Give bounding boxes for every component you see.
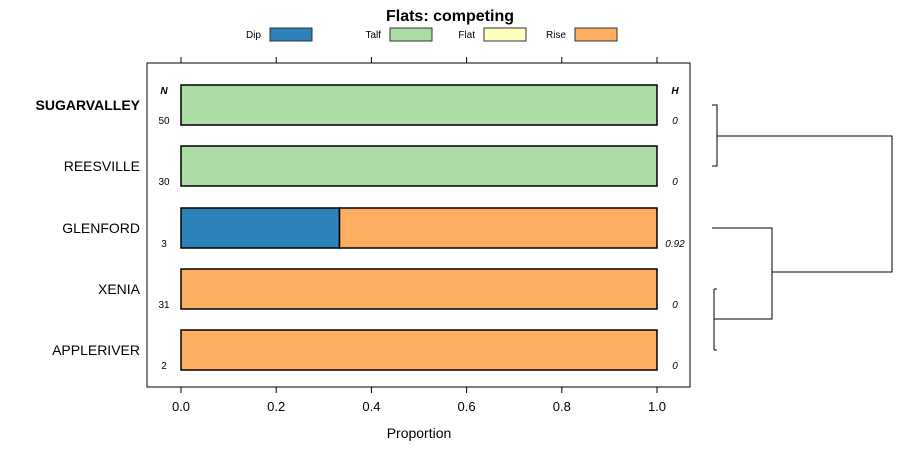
row-label: APPLERIVER: [52, 342, 140, 358]
bar-segment-dip: [180, 207, 341, 249]
row-h: 0.92: [665, 239, 685, 250]
dendrogram-branch: [713, 288, 717, 351]
plot-frame: [146, 62, 691, 388]
x-axis: 0.0 0.2 0.4 0.6 0.8 1.0: [172, 57, 666, 414]
bar-row: XENIA 31 0: [98, 268, 678, 311]
bar-segment-rise: [180, 268, 658, 310]
legend-label: Dip: [246, 30, 261, 41]
bar-segment-talf: [180, 145, 658, 187]
x-axis-label: Proportion: [387, 425, 452, 441]
dendrogram-branch: [712, 104, 718, 167]
x-tick-label: 0.6: [458, 399, 476, 414]
x-tick-label: 0.4: [362, 399, 380, 414]
bar-row: REESVILLE 30 0: [64, 145, 678, 188]
bar-row: GLENFORD 3 0.92: [62, 207, 685, 250]
x-tick-label: 0.2: [267, 399, 285, 414]
bar-row: SUGARVALLEY 50 0: [36, 84, 678, 127]
bar-row: APPLERIVER 2 0: [52, 329, 678, 372]
row-n: 3: [161, 239, 167, 250]
dendrogram: [712, 104, 893, 351]
dendrogram-branch: [712, 227, 773, 320]
row-label: SUGARVALLEY: [36, 97, 141, 113]
legend-swatch: [269, 27, 313, 42]
row-label: XENIA: [98, 281, 141, 297]
row-h: 0: [672, 300, 678, 311]
row-label: REESVILLE: [64, 158, 140, 174]
row-h: 0: [672, 116, 678, 127]
row-n: 31: [158, 300, 170, 311]
row-n: 30: [158, 177, 170, 188]
x-tick-label: 0.8: [553, 399, 571, 414]
row-h: 0: [672, 177, 678, 188]
chart-title: Flats: competing: [386, 8, 514, 25]
legend-label: Flat: [458, 30, 475, 41]
bar-segment-rise: [338, 207, 658, 249]
row-h: 0: [672, 361, 678, 372]
row-label: GLENFORD: [62, 220, 140, 236]
n-header: N: [160, 86, 168, 97]
x-tick-label: 0.0: [172, 399, 190, 414]
bars: SUGARVALLEY 50 0 REESVILLE 30 0 GLENFORD 3 0.92 X…: [36, 84, 685, 372]
dendrogram-branch: [717, 135, 893, 273]
legend-swatch: [483, 27, 527, 42]
legend-swatch: [574, 27, 618, 42]
legend: Dip Talf Flat Rise: [246, 27, 618, 42]
row-n: 50: [158, 116, 170, 127]
x-tick-label: 1.0: [648, 399, 666, 414]
bar-segment-rise: [180, 329, 658, 371]
legend-label: Talf: [365, 30, 381, 41]
legend-swatch: [389, 27, 433, 42]
row-n: 2: [161, 361, 167, 372]
bar-segment-talf: [180, 84, 658, 126]
h-header: H: [671, 86, 679, 97]
legend-label: Rise: [546, 30, 566, 41]
